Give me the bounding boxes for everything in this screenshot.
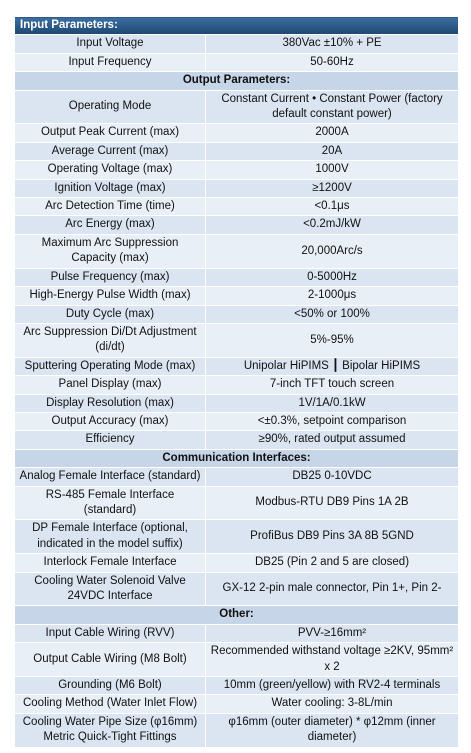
spec-row: Grounding (M6 Bolt) 10mm (green/yellow) w…	[14, 676, 459, 696]
spec-label: Maximum Arc Suppression Capacity (max)	[14, 233, 206, 269]
spec-row: Arc Suppression Di/Dt Adjustment (di/dt)…	[14, 322, 459, 358]
spec-row: Output Accuracy (max) <±0.3%, setpoint co…	[14, 411, 459, 432]
spec-label: Operating Mode	[14, 89, 206, 125]
spec-label: Panel Display (max)	[14, 375, 206, 395]
spec-row: Arc Energy (max) <0.2mJ/kW	[14, 215, 459, 235]
spec-value: DB25 (Pin 2 and 5 are closed)	[205, 553, 459, 573]
spec-row: Duty Cycle (max) <50% or 100%	[14, 304, 459, 324]
spec-label: Output Peak Current (max)	[14, 123, 206, 143]
spec-row: Cooling Water Solenoid Valve 24VDC Inter…	[14, 571, 459, 607]
spec-label: Interlock Female Interface	[14, 553, 206, 573]
spec-value: 20,000Arc/s	[205, 233, 459, 269]
spec-row: Display Resolution (max) 1V/1A/0.1kW	[14, 393, 459, 413]
spec-table: Input Parameters: Input Voltage 380Vac ±10…	[14, 15, 459, 748]
spec-row: Cooling Water Pipe Size (φ16mm) Metric Q…	[14, 712, 459, 748]
spec-label: Efficiency	[14, 430, 206, 450]
spec-label: Ignition Voltage (max)	[14, 178, 206, 199]
spec-value: 50-60Hz	[205, 52, 459, 73]
spec-row: Ignition Voltage (max) ≥1200V	[14, 178, 459, 199]
spec-row: Sputtering Operating Mode (max) Unipolar …	[14, 356, 459, 377]
spec-row: Efficiency ≥90%, rated output assumed	[14, 430, 459, 450]
spec-value: 2000A	[205, 123, 459, 143]
spec-value: 20A	[205, 141, 459, 162]
spec-label: RS-485 Female Interface (standard)	[14, 485, 206, 521]
spec-row: Average Current (max) 20A	[14, 141, 459, 162]
spec-value: Modbus-RTU DB9 Pins 1A 2B	[205, 485, 459, 521]
section-title: Input Parameters:	[14, 15, 459, 36]
spec-row: Operating Mode Constant Current • Constan…	[14, 89, 459, 125]
spec-row: Pulse Frequency (max) 0-5000Hz	[14, 267, 459, 288]
spec-value: 2-1000μs	[205, 286, 459, 306]
spec-value: 380Vac ±10% + PE	[205, 34, 459, 54]
spec-value: ProfiBus DB9 Pins 3A 8B 5GND	[205, 519, 459, 555]
spec-label: Average Current (max)	[14, 141, 206, 162]
section-header: Output Parameters:	[14, 71, 459, 91]
spec-label: DP Female Interface (optional, indicated…	[14, 519, 206, 555]
spec-row: Arc Detection Time (time) <0.1μs	[14, 197, 459, 217]
spec-value: 7-inch TFT touch screen	[205, 375, 459, 395]
spec-row: Panel Display (max) 7-inch TFT touch scre…	[14, 375, 459, 395]
spec-row: High-Energy Pulse Width (max) 2-1000μs	[14, 286, 459, 306]
spec-row: Output Peak Current (max) 2000A	[14, 123, 459, 143]
spec-label: Cooling Water Solenoid Valve 24VDC Inter…	[14, 571, 206, 607]
spec-label: Operating Voltage (max)	[14, 160, 206, 180]
spec-label: Output Cable Wiring (M8 Bolt)	[14, 642, 206, 678]
section-header: Other:	[14, 605, 459, 625]
spec-row: Maximum Arc Suppression Capacity (max) 20…	[14, 233, 459, 269]
spec-value: PVV-≥16mm²	[205, 623, 459, 644]
spec-label: High-Energy Pulse Width (max)	[14, 286, 206, 306]
spec-row: Input Voltage 380Vac ±10% + PE	[14, 34, 459, 54]
spec-label: Display Resolution (max)	[14, 393, 206, 413]
section-header: Communication Interfaces:	[14, 448, 459, 469]
spec-label: Cooling Water Pipe Size (φ16mm) Metric Q…	[14, 712, 206, 748]
spec-value: Unipolar HiPIMS ┃ Bipolar HiPIMS	[205, 356, 459, 377]
spec-label: Arc Detection Time (time)	[14, 197, 206, 217]
spec-value: Water cooling: 3-8L/min	[205, 694, 459, 714]
spec-value: 5%-95%	[205, 322, 459, 358]
spec-row: Analog Female Interface (standard) DB25 0…	[14, 467, 459, 487]
spec-label: Pulse Frequency (max)	[14, 267, 206, 288]
spec-value: 1V/1A/0.1kW	[205, 393, 459, 413]
spec-label: Grounding (M6 Bolt)	[14, 676, 206, 696]
spec-value: <50% or 100%	[205, 304, 459, 324]
spec-label: Cooling Method (Water Inlet Flow)	[14, 694, 206, 714]
spec-row: RS-485 Female Interface (standard) Modbus…	[14, 485, 459, 521]
spec-row: Interlock Female Interface DB25 (Pin 2 an…	[14, 553, 459, 573]
spec-row: DP Female Interface (optional, indicated…	[14, 519, 459, 555]
spec-value: 0-5000Hz	[205, 267, 459, 288]
spec-value: <±0.3%, setpoint comparison	[205, 411, 459, 432]
spec-label: Analog Female Interface (standard)	[14, 467, 206, 487]
spec-row: Operating Voltage (max) 1000V	[14, 160, 459, 180]
spec-label: Sputtering Operating Mode (max)	[14, 356, 206, 377]
section-title: Communication Interfaces:	[14, 448, 459, 469]
spec-value: GX-12 2-pin male connector, Pin 1+, Pin …	[205, 571, 459, 607]
spec-row: Input Frequency 50-60Hz	[14, 52, 459, 73]
spec-label: Input Frequency	[14, 52, 206, 73]
spec-value: 1000V	[205, 160, 459, 180]
section-header: Input Parameters:	[14, 15, 459, 36]
spec-label: Input Voltage	[14, 34, 206, 54]
spec-row: Output Cable Wiring (M8 Bolt) Recommended…	[14, 642, 459, 678]
spec-value: Constant Current • Constant Power (facto…	[205, 89, 459, 125]
spec-label: Arc Energy (max)	[14, 215, 206, 235]
spec-label: Output Accuracy (max)	[14, 411, 206, 432]
spec-value: 10mm (green/yellow) with RV2-4 terminals	[205, 676, 459, 696]
spec-value: <0.1μs	[205, 197, 459, 217]
spec-value: ≥90%, rated output assumed	[205, 430, 459, 450]
spec-value: Recommended withstand voltage ≥2KV, 95mm…	[205, 642, 459, 678]
spec-label: Arc Suppression Di/Dt Adjustment (di/dt)	[14, 322, 206, 358]
section-title: Other:	[14, 605, 459, 625]
section-title: Output Parameters:	[14, 71, 459, 91]
spec-value: DB25 0-10VDC	[205, 467, 459, 487]
spec-row: Cooling Method (Water Inlet Flow) Water c…	[14, 694, 459, 714]
spec-value: <0.2mJ/kW	[205, 215, 459, 235]
spec-label: Input Cable Wiring (RVV)	[14, 623, 206, 644]
spec-value: ≥1200V	[205, 178, 459, 199]
spec-label: Duty Cycle (max)	[14, 304, 206, 324]
spec-table-body: Input Parameters: Input Voltage 380Vac ±10…	[14, 15, 459, 748]
spec-value: φ16mm (outer diameter) * φ12mm (inner di…	[205, 712, 459, 748]
spec-row: Input Cable Wiring (RVV) PVV-≥16mm²	[14, 623, 459, 644]
